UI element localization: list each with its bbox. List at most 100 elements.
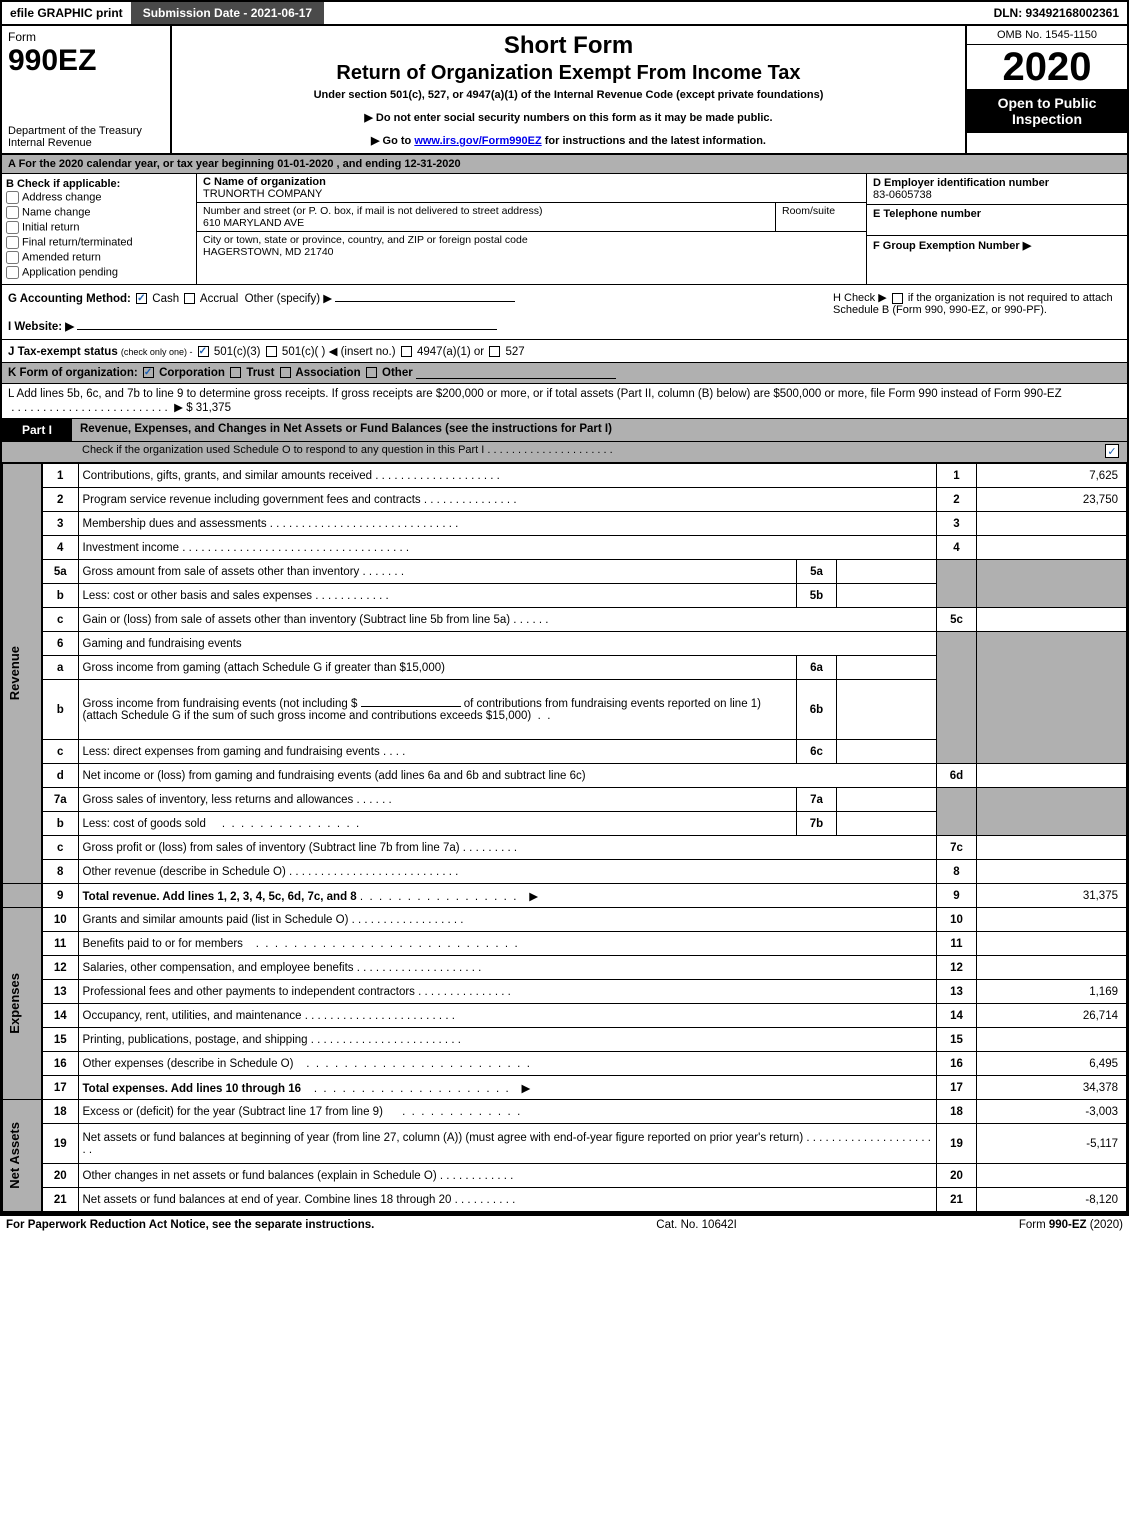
line-3-num: 3 — [42, 512, 78, 536]
line-19-num: 19 — [42, 1124, 78, 1164]
website-input[interactable] — [77, 329, 497, 330]
chk-trust[interactable] — [230, 367, 241, 378]
other-org-input[interactable] — [416, 378, 616, 379]
chk-initial-return[interactable]: Initial return — [6, 220, 192, 235]
line-6a-midnum: 6a — [797, 656, 837, 680]
chk-4947a1[interactable] — [401, 346, 412, 357]
line-5c-value — [977, 608, 1127, 632]
chk-schedule-b-not-required[interactable] — [892, 293, 903, 304]
line-7b-midnum: 7b — [797, 812, 837, 836]
efile-print-label[interactable]: efile GRAPHIC print — [2, 2, 131, 24]
line-11-value — [977, 932, 1127, 956]
line-6d-desc: Net income or (loss) from gaming and fun… — [83, 770, 586, 782]
chk-name-change[interactable]: Name change — [6, 205, 192, 220]
line-14-desc: Occupancy, rent, utilities, and maintena… — [83, 1010, 302, 1022]
line-6c-midval — [837, 740, 937, 764]
line-12-num: 12 — [42, 956, 78, 980]
city-label: City or town, state or province, country… — [203, 234, 860, 246]
box-d: D Employer identification number 83-0605… — [867, 174, 1127, 205]
line-19: 19 Net assets or fund balances at beginn… — [3, 1124, 1127, 1164]
line-10-rnum: 10 — [937, 908, 977, 932]
line-5c: c Gain or (loss) from sale of assets oth… — [3, 608, 1127, 632]
chk-527[interactable] — [489, 346, 500, 357]
chk-accrual[interactable] — [184, 293, 195, 304]
line-3-desc: Membership dues and assessments — [83, 518, 267, 530]
line-15-desc: Printing, publications, postage, and shi… — [83, 1034, 308, 1046]
line-7c-rnum: 7c — [937, 836, 977, 860]
trust-label: Trust — [246, 367, 274, 379]
chk-corporation[interactable] — [143, 367, 154, 378]
association-label: Association — [295, 367, 360, 379]
internal-revenue: Internal Revenue — [8, 137, 164, 149]
cash-label: Cash — [152, 293, 179, 305]
city-value: HAGERSTOWN, MD 21740 — [203, 246, 860, 258]
line-7c: c Gross profit or (loss) from sales of i… — [3, 836, 1127, 860]
revenue-bottom-cell — [3, 884, 43, 908]
under-section-text: Under section 501(c), 527, or 4947(a)(1)… — [178, 89, 959, 101]
goto-pre: ▶ Go to — [371, 135, 414, 147]
j-line: J Tax-exempt status (check only one) - 5… — [2, 340, 1127, 363]
line-18-desc: Excess or (deficit) for the year (Subtra… — [83, 1106, 383, 1118]
line-1-rnum: 1 — [937, 464, 977, 488]
expenses-section-label: Expenses — [7, 973, 22, 1034]
top-bar: efile GRAPHIC print Submission Date - 20… — [2, 2, 1127, 26]
box-b-title: B Check if applicable: — [6, 178, 192, 190]
street-value: 610 MARYLAND AVE — [203, 217, 769, 229]
line-6b-midnum: 6b — [797, 680, 837, 740]
line-6d-value — [977, 764, 1127, 788]
line-6a-num: a — [42, 656, 78, 680]
line-4-num: 4 — [42, 536, 78, 560]
group-exemption-label: F Group Exemption Number ▶ — [873, 239, 1121, 252]
grey-val-7 — [977, 788, 1127, 836]
line-13-rnum: 13 — [937, 980, 977, 1004]
line-7a-num: 7a — [42, 788, 78, 812]
line-18-value: -3,003 — [977, 1100, 1127, 1124]
chk-application-pending-label: Application pending — [22, 266, 118, 278]
chk-other-org[interactable] — [366, 367, 377, 378]
line-4: 4 Investment income . . . . . . . . . . … — [3, 536, 1127, 560]
line-19-rnum: 19 — [937, 1124, 977, 1164]
footer-right: Form 990-EZ (2020) — [1019, 1219, 1123, 1231]
line-12-rnum: 12 — [937, 956, 977, 980]
line-6d: d Net income or (loss) from gaming and f… — [3, 764, 1127, 788]
line-11: 11 Benefits paid to or for members . . .… — [3, 932, 1127, 956]
line-16-num: 16 — [42, 1052, 78, 1076]
open-to-public: Open to Public Inspection — [967, 89, 1127, 133]
footer-cat-no: Cat. No. 10642I — [656, 1219, 737, 1231]
line-3: 3 Membership dues and assessments . . . … — [3, 512, 1127, 536]
line-7c-value — [977, 836, 1127, 860]
line-5a-midval — [837, 560, 937, 584]
line-2-desc: Program service revenue including govern… — [83, 494, 421, 506]
chk-501c3[interactable] — [198, 346, 209, 357]
other-specify-input[interactable] — [335, 301, 515, 302]
telephone-label: E Telephone number — [873, 208, 1121, 220]
line-19-value: -5,117 — [977, 1124, 1127, 1164]
line-9-rnum: 9 — [937, 884, 977, 908]
tax-year-big: 2020 — [967, 45, 1127, 89]
line-6b-midval — [837, 680, 937, 740]
line-14-num: 14 — [42, 1004, 78, 1028]
irs-link[interactable]: www.irs.gov/Form990EZ — [414, 135, 541, 147]
line-15: 15 Printing, publications, postage, and … — [3, 1028, 1127, 1052]
i-label: I Website: ▶ — [8, 321, 74, 333]
chk-association[interactable] — [280, 367, 291, 378]
chk-final-return[interactable]: Final return/terminated — [6, 235, 192, 250]
chk-address-change[interactable]: Address change — [6, 190, 192, 205]
schedule-o-checkbox[interactable]: ✓ — [1105, 444, 1119, 458]
box-f: F Group Exemption Number ▶ — [867, 236, 1127, 267]
line-17-desc: Total expenses. Add lines 10 through 16 — [83, 1083, 302, 1095]
chk-501c[interactable] — [266, 346, 277, 357]
form-container: efile GRAPHIC print Submission Date - 20… — [0, 0, 1129, 1214]
line-10-value — [977, 908, 1127, 932]
room-suite-label: Room/suite — [782, 205, 860, 217]
grey-val-6 — [977, 632, 1127, 764]
line-15-rnum: 15 — [937, 1028, 977, 1052]
line-6b-contrib-input[interactable] — [361, 706, 461, 707]
grey-val-5 — [977, 560, 1127, 608]
line-9-value: 31,375 — [977, 884, 1127, 908]
chk-cash[interactable] — [136, 293, 147, 304]
chk-application-pending[interactable]: Application pending — [6, 265, 192, 280]
line-7a-midnum: 7a — [797, 788, 837, 812]
chk-amended-return[interactable]: Amended return — [6, 250, 192, 265]
line-8-value — [977, 860, 1127, 884]
